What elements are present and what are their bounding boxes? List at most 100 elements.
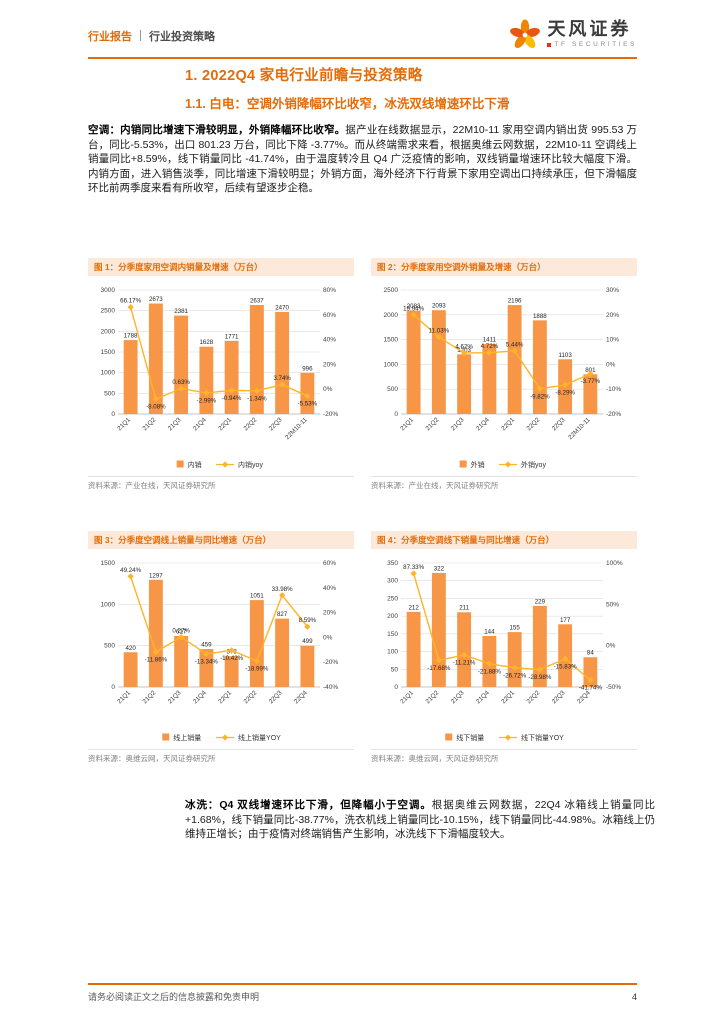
svg-text:21Q3: 21Q3 bbox=[167, 689, 183, 705]
svg-text:1000: 1000 bbox=[384, 362, 399, 369]
svg-text:50: 50 bbox=[391, 667, 399, 674]
figure-1: 图 1：分季度家用空调内销量及增速（万台） 0 500 1000 1500 2000 25… bbox=[88, 258, 354, 491]
svg-text:177: 177 bbox=[560, 617, 571, 624]
svg-text:-10.42%: -10.42% bbox=[220, 655, 244, 662]
subsection-title: 1.1. 白电：空调外销降幅环比收窄，冰洗双线增速环比下滑 bbox=[185, 97, 510, 111]
svg-text:250: 250 bbox=[387, 596, 398, 603]
svg-text:212: 212 bbox=[408, 605, 419, 612]
figure-1-title: 图 1：分季度家用空调内销量及增速（万台） bbox=[88, 258, 354, 277]
svg-text:66.17%: 66.17% bbox=[120, 298, 141, 305]
svg-text:22Q1: 22Q1 bbox=[500, 416, 516, 432]
svg-text:1297: 1297 bbox=[149, 573, 163, 580]
svg-text:2083: 2083 bbox=[407, 303, 421, 310]
svg-text:21Q4: 21Q4 bbox=[192, 416, 208, 432]
svg-text:-11.86%: -11.86% bbox=[145, 657, 168, 664]
svg-text:229: 229 bbox=[535, 599, 546, 606]
footer-rule bbox=[88, 983, 637, 985]
svg-text:1500: 1500 bbox=[101, 349, 116, 356]
svg-text:-10%: -10% bbox=[606, 386, 621, 393]
svg-text:40%: 40% bbox=[323, 337, 336, 344]
svg-text:22Q3: 22Q3 bbox=[551, 689, 567, 705]
svg-text:2500: 2500 bbox=[384, 287, 399, 294]
charts-grid: 图 1：分季度家用空调内销量及增速（万台） 0 500 1000 1500 2000 25… bbox=[88, 258, 637, 764]
svg-text:22Q2: 22Q2 bbox=[242, 416, 258, 432]
report-type-label: 行业报告 bbox=[88, 31, 132, 43]
svg-text:21Q1: 21Q1 bbox=[399, 689, 415, 705]
svg-text:线下销量YOY: 线下销量YOY bbox=[521, 733, 564, 742]
svg-text:1103: 1103 bbox=[558, 352, 572, 359]
paragraph-fridge-washer-lead: 冰洗：Q4 双线增速环比下滑，但降幅小于空调。 bbox=[185, 799, 432, 811]
svg-text:150: 150 bbox=[387, 631, 398, 638]
svg-text:2196: 2196 bbox=[508, 298, 522, 305]
svg-text:20%: 20% bbox=[323, 610, 336, 617]
svg-text:20%: 20% bbox=[323, 362, 336, 369]
svg-text:420: 420 bbox=[125, 645, 136, 652]
svg-text:-50%: -50% bbox=[606, 684, 621, 691]
svg-text:-11.21%: -11.21% bbox=[453, 660, 476, 667]
svg-text:22Q1: 22Q1 bbox=[217, 689, 233, 705]
svg-text:-40%: -40% bbox=[323, 684, 338, 691]
svg-text:500: 500 bbox=[104, 391, 115, 398]
svg-text:22Q3: 22Q3 bbox=[268, 689, 284, 705]
svg-text:4.62%: 4.62% bbox=[455, 344, 473, 351]
figure-4-chart: 0 50 100 150 200 250 300 350 -50% 0% 50% 100% 212 322… bbox=[371, 549, 637, 747]
svg-text:线上销量: 线上销量 bbox=[173, 733, 201, 742]
svg-text:30%: 30% bbox=[606, 287, 619, 294]
figure-2-source: 资料来源：产业在线，天风证券研究所 bbox=[371, 476, 637, 491]
svg-text:-9.82%: -9.82% bbox=[530, 393, 550, 400]
figure-2-title: 图 2：分季度家用空调外销量及增速（万台） bbox=[371, 258, 637, 277]
svg-text:21Q1: 21Q1 bbox=[116, 689, 132, 705]
svg-text:996: 996 bbox=[302, 366, 313, 373]
svg-text:-21.88%: -21.88% bbox=[478, 669, 502, 676]
svg-text:22Q2: 22Q2 bbox=[525, 416, 541, 432]
header-divider bbox=[140, 30, 141, 41]
section-title: 1. 2022Q4 家电行业前瞻与投资策略 bbox=[185, 68, 423, 84]
svg-text:500: 500 bbox=[387, 386, 398, 393]
svg-text:外销yoy: 外销yoy bbox=[521, 460, 546, 469]
figure-4-title: 图 4：分季度空调线下销量与同比增速（万台） bbox=[371, 531, 637, 550]
svg-text:22Q2: 22Q2 bbox=[242, 689, 258, 705]
svg-text:-13.34%: -13.34% bbox=[195, 659, 219, 666]
figure-4: 图 4：分季度空调线下销量与同比增速（万台） 0 50 100 150 200 250 30… bbox=[371, 531, 637, 764]
svg-text:22Q3: 22Q3 bbox=[268, 416, 284, 432]
svg-text:-2.99%: -2.99% bbox=[197, 398, 217, 405]
tf-flower-icon bbox=[510, 19, 541, 49]
figure-1-source: 资料来源：产业在线，天风证券研究所 bbox=[88, 476, 354, 491]
svg-text:20%: 20% bbox=[606, 312, 619, 319]
brand-subtitle: TF SECURITIES bbox=[547, 41, 637, 48]
brand-subtitle-text: TF SECURITIES bbox=[554, 41, 637, 49]
svg-text:2000: 2000 bbox=[101, 329, 116, 336]
svg-text:1628: 1628 bbox=[199, 339, 213, 346]
figure-2-chart: 0 500 1000 1500 2000 2500 -20% -10% 0% 10% 20% 30% 2… bbox=[371, 276, 637, 474]
svg-text:0%: 0% bbox=[323, 635, 333, 642]
svg-text:350: 350 bbox=[387, 560, 398, 567]
svg-text:60%: 60% bbox=[323, 560, 336, 567]
paragraph-fridge-washer-body: 根据奥维云网数据，22Q4 冰箱线上销量同比+1.68%，线下销量同比-38.7… bbox=[185, 799, 655, 840]
page-footer: 请务必阅读正文之后的信息披露和免责申明 4 bbox=[88, 990, 637, 1003]
svg-text:5.44%: 5.44% bbox=[506, 342, 524, 349]
svg-text:-0.94%: -0.94% bbox=[222, 395, 242, 402]
svg-text:617: 617 bbox=[176, 629, 187, 636]
svg-text:21Q2: 21Q2 bbox=[424, 416, 440, 432]
svg-text:1788: 1788 bbox=[124, 333, 138, 340]
svg-text:-26.72%: -26.72% bbox=[503, 673, 527, 680]
svg-text:40%: 40% bbox=[323, 585, 336, 592]
brand-logo: 天风证券 TF SECURITIES bbox=[509, 18, 637, 50]
svg-text:19.94%: 19.94% bbox=[403, 306, 424, 313]
svg-text:22Q4: 22Q4 bbox=[293, 689, 309, 705]
figure-3-title: 图 3：分季度空调线上销量与同比增速（万台） bbox=[88, 531, 354, 550]
svg-text:2381: 2381 bbox=[174, 308, 188, 315]
figure-3-source: 资料来源：奥维云网，天风证券研究所 bbox=[88, 749, 354, 764]
svg-text:1888: 1888 bbox=[533, 313, 547, 320]
svg-text:4.72%: 4.72% bbox=[481, 343, 499, 350]
header-rule bbox=[88, 57, 637, 59]
svg-text:22M10-11: 22M10-11 bbox=[284, 416, 309, 441]
svg-text:0.27%: 0.27% bbox=[172, 628, 190, 635]
svg-text:0%: 0% bbox=[606, 643, 616, 650]
svg-text:1500: 1500 bbox=[384, 337, 399, 344]
paragraph-aircon-body: 据产业在线数据显示，22M10-11 家用空调内销出货 995.53 万台，同比… bbox=[88, 124, 637, 194]
svg-text:8.59%: 8.59% bbox=[299, 618, 317, 625]
svg-text:0%: 0% bbox=[323, 386, 333, 393]
svg-text:21Q4: 21Q4 bbox=[475, 689, 491, 705]
svg-text:80%: 80% bbox=[323, 287, 336, 294]
